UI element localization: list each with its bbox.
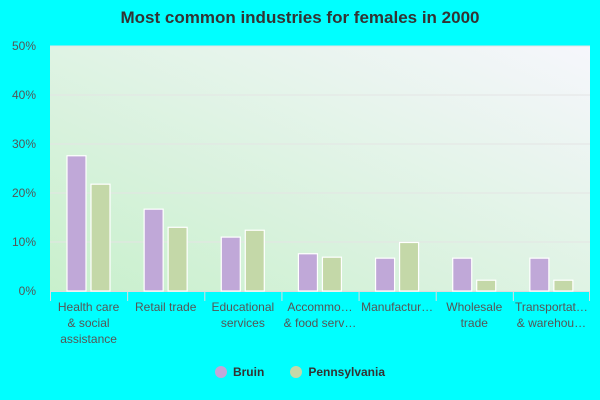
legend-swatch <box>290 366 303 378</box>
bar-pennsylvania <box>244 229 265 292</box>
x-tick-label: Health care <box>58 300 120 314</box>
x-tick-label: & social <box>68 316 110 330</box>
legend-item-bruin: Bruin <box>214 365 265 379</box>
y-tick-label: 50% <box>12 39 36 53</box>
plot-area <box>50 46 590 291</box>
bar-bruin <box>66 155 87 292</box>
bar-bruin <box>297 253 319 292</box>
y-tick-label: 10% <box>12 235 36 249</box>
bar-pennsylvania <box>167 226 188 292</box>
y-tick-label: 20% <box>12 186 36 200</box>
x-tick-label: Wholesale <box>446 300 502 314</box>
legend-swatch <box>214 366 227 378</box>
bar-pennsylvania <box>90 183 111 292</box>
x-tick-label: Retail trade <box>135 300 197 314</box>
bar-pennsylvania <box>398 241 420 292</box>
chart-title: Most common industries for females in 20… <box>120 8 480 27</box>
bar-bruin <box>452 257 473 292</box>
x-tick-label: Educational <box>211 300 274 314</box>
x-tick-label: Transportat… <box>515 300 588 314</box>
legend: Bruin Pennsylvania <box>0 365 600 379</box>
x-tick-label: assistance <box>60 332 117 346</box>
y-tick-label: 40% <box>12 88 36 102</box>
y-tick-label: 30% <box>12 137 36 151</box>
bar-bruin <box>374 257 396 292</box>
x-tick-label: & food serv… <box>284 316 357 330</box>
bar-bruin <box>529 257 550 292</box>
bar-bruin <box>220 236 241 292</box>
legend-label: Bruin <box>232 365 265 379</box>
x-tick-label: trade <box>461 316 489 330</box>
bar-pennsylvania <box>321 256 343 292</box>
bar-bruin <box>143 208 164 292</box>
x-tick-label: services <box>221 316 265 330</box>
bar-pennsylvania <box>476 279 497 292</box>
legend-item-pennsylvania: Pennsylvania <box>290 365 385 379</box>
legend-label: Pennsylvania <box>308 365 386 379</box>
bar-pennsylvania <box>553 279 574 292</box>
x-tick-label: Manufactur… <box>361 300 433 314</box>
x-tick-label: & warehou… <box>517 316 586 330</box>
x-tick-label: Accommo… <box>287 300 352 314</box>
y-tick-label: 0% <box>19 284 37 298</box>
